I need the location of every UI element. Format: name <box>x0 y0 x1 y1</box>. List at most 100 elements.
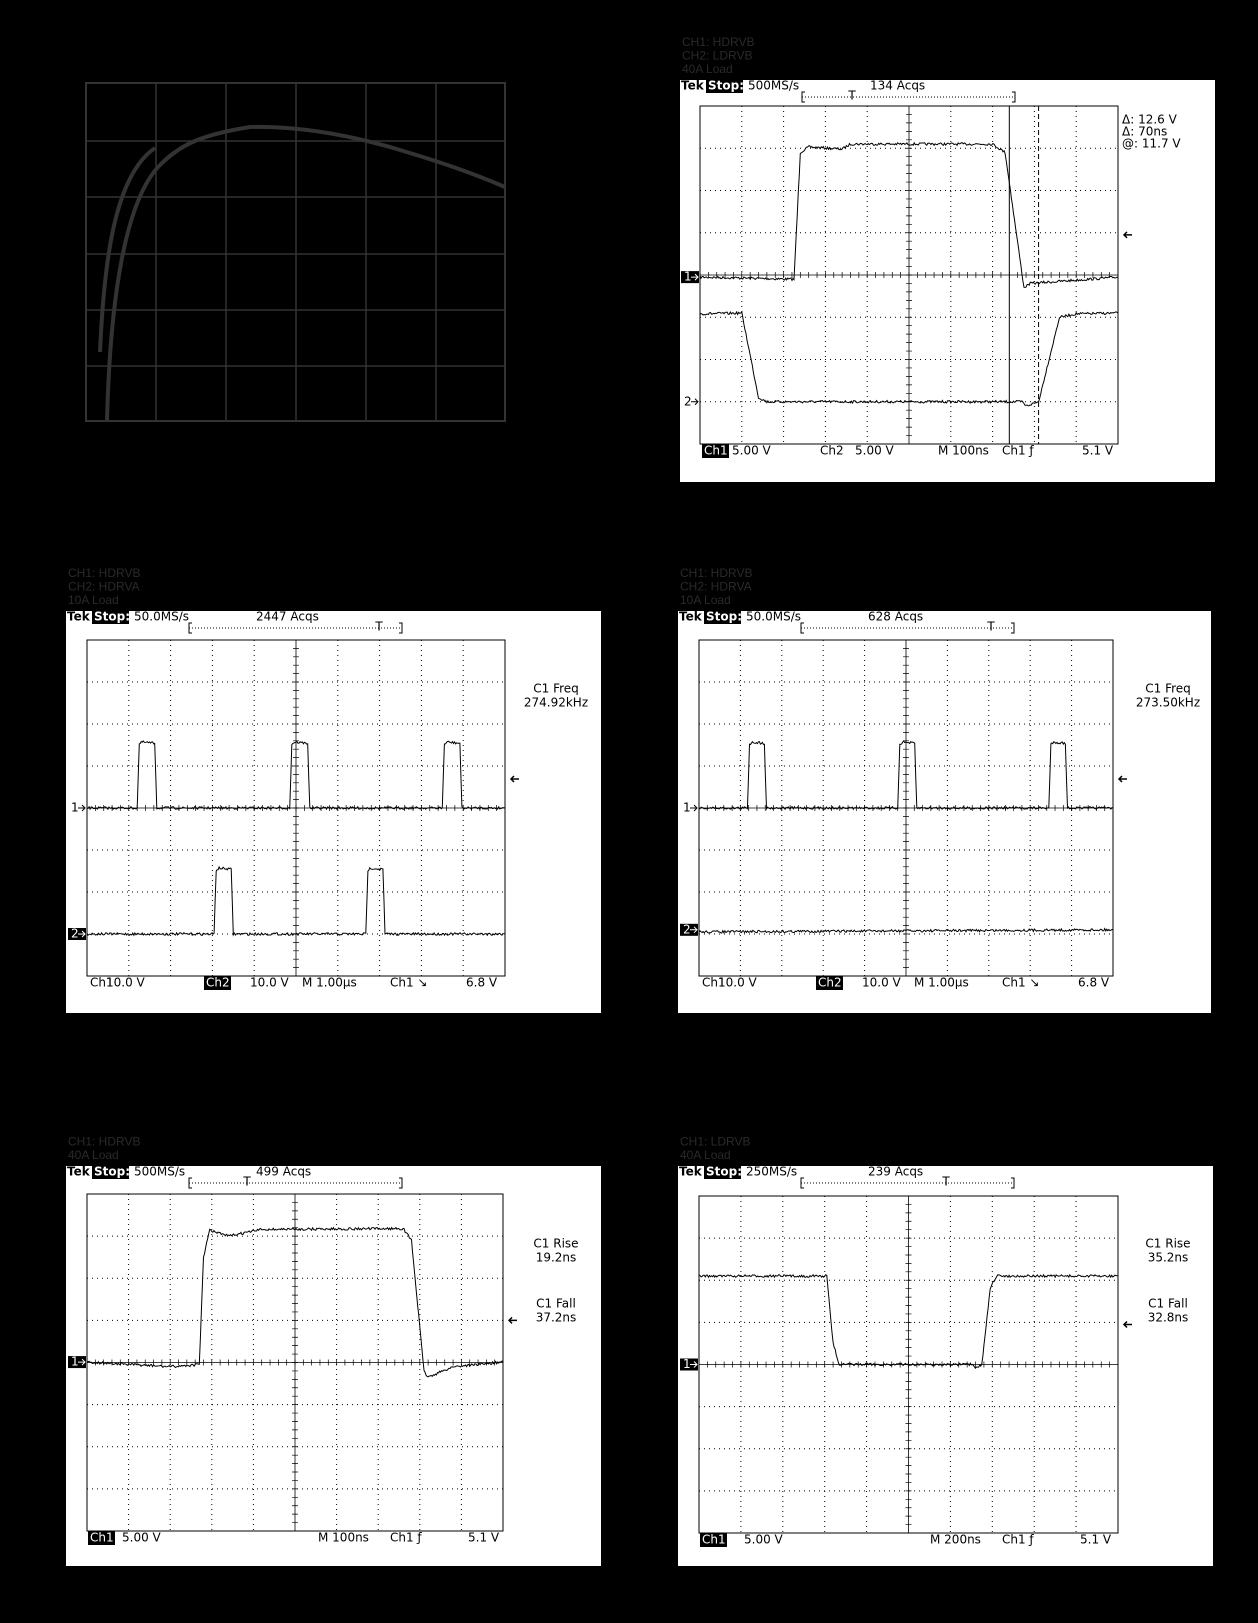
readout: C1 Rise <box>1145 1237 1190 1251</box>
sketch-grid <box>86 83 505 421</box>
caption-line: 40A Load <box>682 62 733 76</box>
readout: Δ: 12.6 V <box>1122 113 1178 127</box>
efficiency-sketch <box>85 82 506 422</box>
acquisitions: 134 Acqs <box>870 79 925 93</box>
footer-item: Ch1 ↘ <box>390 976 428 990</box>
brand: Tek <box>67 610 91 624</box>
marker-arrow <box>691 398 699 406</box>
footer-highlight <box>204 976 231 990</box>
brand: Tek <box>67 1165 91 1179</box>
state-box <box>92 1166 129 1179</box>
footer-highlight <box>88 1531 115 1545</box>
footer-item: 5.00 V <box>122 1531 162 1545</box>
caption-line: CH1: HDRVB <box>68 1135 140 1149</box>
run-state: Stop: <box>706 1165 742 1179</box>
marker-arrow <box>691 273 699 281</box>
footer-item: 5.00 V <box>855 444 895 458</box>
caption-line: CH1: LDRVB <box>680 1135 750 1149</box>
screen <box>678 611 1211 1013</box>
waveform <box>86 1226 504 1378</box>
trigger-mark: T <box>941 1175 950 1189</box>
sketch-curve <box>105 124 506 422</box>
run-state: Stop: <box>94 1165 130 1179</box>
marker-box <box>68 928 86 940</box>
marker-arrow <box>690 926 698 934</box>
brand: Tek <box>679 1165 703 1179</box>
state-box <box>704 1166 741 1179</box>
readout: C1 Fall <box>1148 1297 1188 1311</box>
footer-item: 6.8 V <box>466 976 498 990</box>
sample-rate: 50.0MS/s <box>746 610 801 624</box>
trigger-mark: T <box>986 620 995 634</box>
caption-line: CH2: LDRVB <box>682 49 752 63</box>
footer-item: Ch1 <box>90 1531 114 1545</box>
caption-line: CH1: HDRVB <box>68 566 140 580</box>
footer-item: Ch2 <box>206 976 230 990</box>
footer-item: 10.0 V <box>250 976 290 990</box>
readout: 273.50kHz <box>1136 696 1200 710</box>
marker-arrow <box>690 804 698 812</box>
screen <box>66 1166 601 1566</box>
footer-item: Ch1 ƒ <box>390 1531 422 1545</box>
waveform <box>86 740 506 811</box>
acquisitions: 499 Acqs <box>256 1165 311 1179</box>
readout: @: 11.7 V <box>1122 137 1181 151</box>
footer-item: Ch1 <box>704 444 728 458</box>
waveform <box>698 1273 1119 1370</box>
channel-marker: 2 <box>71 927 79 941</box>
footer-item: Ch1 ƒ <box>1002 1533 1034 1547</box>
screen <box>678 1166 1213 1566</box>
marker-arrow <box>78 1358 86 1366</box>
footer-item: M 200ns <box>930 1533 981 1547</box>
readout: 37.2ns <box>536 1311 577 1325</box>
caption-line: CH1: HDRVB <box>680 566 752 580</box>
run-state: Stop: <box>708 79 744 93</box>
channel-marker: 1 <box>683 801 691 815</box>
trigger-level-arrow <box>1122 231 1132 239</box>
footer-item: 10.0 V <box>862 976 902 990</box>
channel-marker: 2 <box>684 394 692 408</box>
trigger-mark: T <box>847 89 856 103</box>
readout: 32.8ns <box>1148 1311 1189 1325</box>
sample-rate: 250MS/s <box>746 1165 797 1179</box>
waveform <box>86 865 506 937</box>
footer-item: 5.1 V <box>468 1531 500 1545</box>
footer-item: M 100ns <box>318 1531 369 1545</box>
marker-box <box>680 1358 698 1371</box>
channel-marker: 1 <box>71 1355 79 1369</box>
readout: 274.92kHz <box>524 696 588 710</box>
footer-item: 5.1 V <box>1080 1533 1112 1547</box>
footer-item: Ch1 <box>90 976 114 990</box>
marker-arrow <box>690 1361 698 1368</box>
acquisitions: 2447 Acqs <box>256 610 319 624</box>
sample-rate: 500MS/s <box>748 79 799 93</box>
brand: Tek <box>679 610 703 624</box>
trigger-level-arrow <box>507 1316 517 1324</box>
readout: 19.2ns <box>536 1251 577 1265</box>
footer-item: Ch1 ƒ <box>1002 444 1034 458</box>
acquisitions: 239 Acqs <box>868 1165 923 1179</box>
waveform <box>698 740 1114 811</box>
caption-line: CH2: HDRVA <box>68 580 140 594</box>
run-state: Stop: <box>94 610 130 624</box>
readout: Δ: 70ns <box>1122 125 1167 139</box>
readout: C1 Rise <box>533 1237 578 1251</box>
waveform <box>699 310 1119 407</box>
footer-highlight <box>700 1533 727 1547</box>
marker-box <box>680 923 698 936</box>
footer-item: Ch1 ↘ <box>1002 976 1040 990</box>
screen <box>66 611 601 1013</box>
footer-highlight <box>816 976 843 990</box>
trigger-mark: T <box>374 620 383 634</box>
channel-marker: 1 <box>683 1357 691 1371</box>
marker-box <box>681 271 699 284</box>
readout: C1 Freq <box>1145 682 1191 696</box>
state-box <box>706 80 743 93</box>
caption-line: 10A Load <box>68 593 119 607</box>
footer-item: M 1.00µs <box>302 976 357 990</box>
